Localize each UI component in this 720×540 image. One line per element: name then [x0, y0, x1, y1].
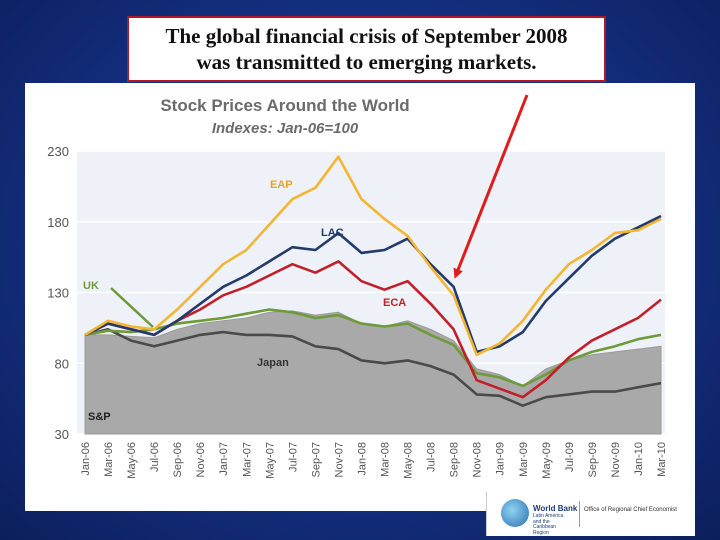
chart-title: Stock Prices Around the World: [160, 96, 409, 115]
series-label-lac: LAC: [321, 227, 344, 239]
y-tick-label: 30: [55, 427, 69, 442]
x-tick-label: Sep-07: [310, 442, 322, 477]
series-label-japan: Japan: [257, 357, 289, 369]
x-tick-label: Jan-08: [356, 442, 368, 476]
logo-sub: Latin America and the Caribbean Region: [533, 513, 564, 536]
headline-callout: The global financial crisis of September…: [127, 16, 606, 82]
chart-subtitle: Indexes: Jan-06=100: [212, 120, 359, 137]
series-label-sp: S&P: [88, 411, 111, 423]
headline-line-1: The global financial crisis of September…: [165, 23, 568, 48]
y-tick-label: 80: [55, 356, 69, 371]
x-tick-label: Nov-06: [195, 442, 207, 477]
y-tick-label: 180: [47, 215, 69, 230]
x-tick-label: Mar-06: [103, 442, 115, 477]
plot-area: 30 80 130 180 230 Jan-06 Mar-06 May-06 Jul-06 Sep…: [47, 144, 668, 479]
headline-line-2: was transmitted to emerging markets.: [196, 50, 537, 74]
x-tick-label: Jul-06: [149, 442, 161, 472]
x-tick-label: Jul-09: [564, 442, 576, 472]
globe-icon: [501, 499, 529, 527]
y-tick-label: 130: [47, 286, 69, 301]
x-tick-label: May-06: [126, 442, 138, 479]
x-tick-label: Jan-06: [80, 442, 92, 476]
uk-pointer-line: [110, 287, 154, 328]
x-tick-label: Mar-07: [241, 442, 253, 477]
x-tick-label: Nov-07: [333, 442, 345, 477]
series-line-lac: [84, 214, 662, 354]
x-tick-label: Sep-08: [449, 442, 461, 477]
x-tick-label: Mar-10: [656, 442, 668, 477]
x-tick-label: Jan-09: [495, 442, 507, 476]
y-tick-label: 230: [47, 144, 69, 159]
series-label-eap: EAP: [270, 179, 293, 191]
x-tick-label: May-08: [403, 442, 415, 479]
x-tick-label: Jul-08: [426, 442, 438, 472]
series-label-eca: ECA: [383, 297, 406, 309]
x-tick-label: Nov-09: [610, 442, 622, 477]
x-tick-label: Jul-07: [287, 442, 299, 472]
x-tick-label: Mar-08: [380, 442, 392, 477]
logo-name: World Bank: [533, 504, 578, 513]
logo-office: Office of Regional Chief Economist: [584, 507, 677, 513]
x-tick-label: May-07: [264, 442, 276, 479]
series-line-eap: [84, 155, 662, 357]
stock-prices-chart: Stock Prices Around the World Indexes: J…: [47, 96, 668, 479]
x-tick-label: Nov-08: [472, 442, 484, 477]
x-tick-label: Jan-10: [633, 442, 645, 476]
x-tick-label: Sep-09: [587, 442, 599, 477]
logo-divider: [579, 501, 580, 527]
x-tick-label: Sep-06: [172, 442, 184, 477]
world-bank-logo: World Bank Latin America and the Caribbe…: [486, 492, 695, 536]
x-tick-label: May-09: [541, 442, 553, 479]
x-tick-label: Jan-07: [218, 442, 230, 476]
x-tick-label: Mar-09: [518, 442, 530, 477]
series-label-uk: UK: [83, 280, 99, 292]
chart-panel: Stock Prices Around the World Indexes: J…: [25, 83, 695, 511]
series-line-japan: [84, 328, 662, 407]
